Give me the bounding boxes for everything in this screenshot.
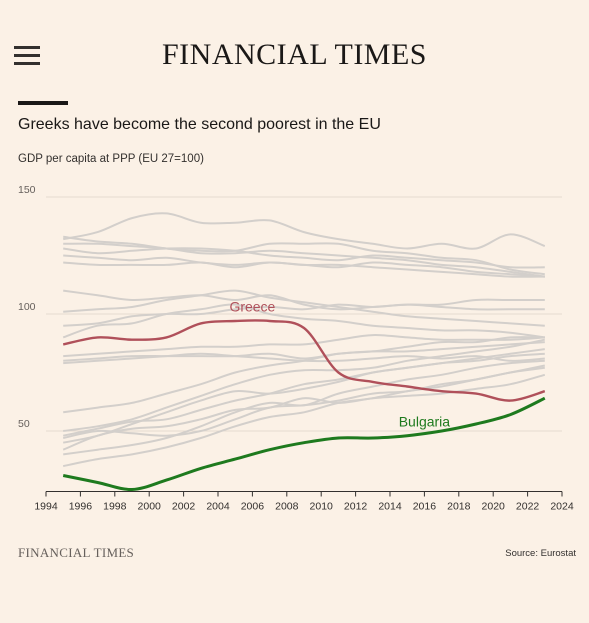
series-line-other-7 [63, 289, 545, 311]
x-tick-label: 1998 [103, 501, 127, 513]
chart-headline: Greeks have become the second poorest in… [18, 116, 381, 133]
series-line-bulgaria [62, 396, 546, 492]
app-header: FINANCIAL TIMES [0, 0, 589, 100]
x-tick-label: 2010 [310, 501, 334, 513]
x-tick-label: 2016 [413, 501, 437, 513]
line-chart: 50 100 150 Greece Bulgaria 1994 1996 1998 2000 20… [18, 185, 574, 513]
annotation-greece: Greece [229, 299, 275, 315]
series-line-other-21 [62, 373, 546, 451]
series-line-other-2 [63, 235, 545, 276]
series-line-other-10 [62, 303, 545, 339]
series-line-other-4 [63, 242, 545, 278]
x-tick-label: 2014 [378, 501, 402, 513]
series-line-other-3 [63, 247, 545, 269]
source-note: Source: Eurostat [505, 548, 576, 559]
series-line-other-9 [63, 289, 545, 327]
annotation-bulgaria: Bulgaria [399, 413, 451, 429]
series-line-other-18 [63, 359, 545, 456]
series-line-other-15 [63, 338, 546, 432]
x-tick-label: 2018 [447, 501, 471, 513]
x-tick-label: 2004 [206, 501, 230, 513]
series-line-other-11 [63, 334, 545, 358]
hamburger-menu-icon[interactable] [14, 46, 40, 66]
x-tick-label: 2008 [275, 501, 299, 513]
x-tick-label: 2002 [172, 501, 196, 513]
x-tick-label: 2022 [516, 501, 540, 513]
series-line-other-17 [62, 352, 545, 444]
y-tick-label: 150 [18, 185, 36, 196]
y-axis-label: GDP per capita at PPP (EU 27=100) [18, 153, 204, 165]
y-tick-label: 50 [18, 418, 30, 430]
x-tick-label: 2024 [550, 501, 574, 513]
series-line-other-1 [63, 212, 546, 250]
x-tick-label: 2020 [482, 501, 506, 513]
masthead-logo[interactable]: FINANCIAL TIMES [161, 38, 427, 71]
footer-logo[interactable]: FINANCIAL TIMES [18, 545, 135, 560]
headline-rule [18, 101, 68, 105]
series-line-other-6 [63, 261, 545, 278]
x-tick-label: 2000 [138, 501, 162, 513]
series-line-greece [62, 319, 546, 402]
series-line-other-20 [62, 364, 546, 468]
series-line-other-14 [63, 336, 545, 414]
series-line-other-8 [63, 303, 545, 327]
x-tick-label: 2006 [241, 501, 265, 513]
series-line-other-12 [63, 341, 545, 362]
x-tick-label: 1996 [69, 501, 93, 513]
x-tick-label: 1994 [34, 501, 58, 513]
x-tick-label: 2012 [344, 501, 368, 513]
y-tick-label: 100 [18, 301, 36, 313]
